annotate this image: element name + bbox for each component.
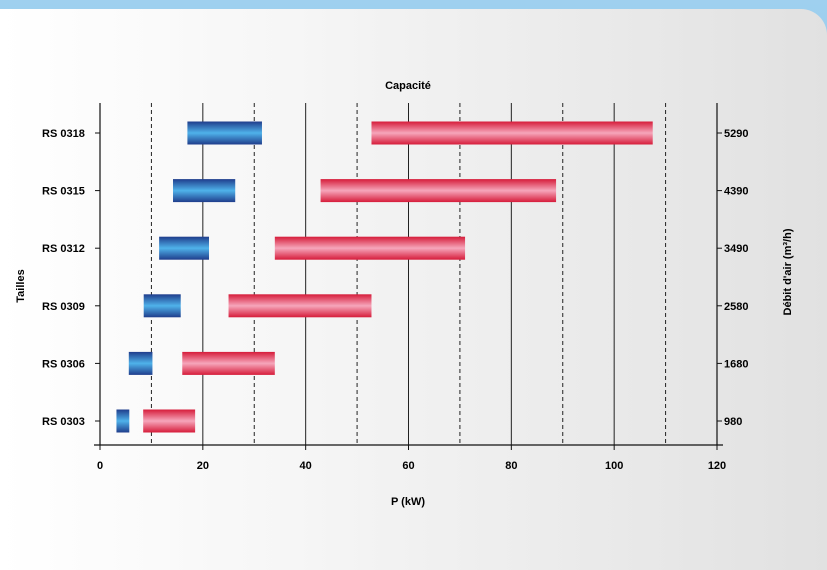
- bar-blue: [173, 179, 236, 203]
- bar-red: [143, 409, 196, 433]
- airflow-label: 1680: [724, 358, 748, 370]
- x-tick-label: 120: [708, 460, 726, 472]
- bar-blue: [159, 236, 210, 260]
- airflow-label: 5290: [724, 128, 748, 140]
- x-tick-label: 20: [197, 460, 209, 472]
- chart-title: Capacité: [385, 80, 431, 92]
- y2-axis-title: Débit d'air (m³/h): [782, 228, 794, 315]
- category-label: RS 0303: [42, 416, 85, 428]
- bar-blue: [187, 121, 262, 145]
- bar-red: [274, 236, 466, 260]
- airflow-label: 3490: [724, 243, 748, 255]
- bar-red: [320, 179, 557, 203]
- airflow-label: 4390: [724, 186, 748, 198]
- airflow-label: 980: [724, 416, 742, 428]
- category-label: RS 0315: [42, 186, 85, 198]
- category-label: RS 0306: [42, 358, 85, 370]
- chart-panel: [0, 9, 827, 570]
- bar-blue: [128, 351, 153, 375]
- x-tick-label: 60: [402, 460, 414, 472]
- gridlines: [150, 103, 667, 445]
- axes: [94, 103, 723, 450]
- category-label: RS 0309: [42, 301, 85, 313]
- x-tick-label: 40: [300, 460, 312, 472]
- bar-blue: [143, 294, 181, 318]
- x-tick-label: 80: [505, 460, 517, 472]
- bars: [116, 121, 653, 433]
- category-label: RS 0318: [42, 128, 85, 140]
- bar-red: [228, 294, 372, 318]
- labels: Capacité P (kW) Tailles Débit d'air (m³/…: [15, 80, 794, 508]
- x-tick-label: 100: [605, 460, 623, 472]
- airflow-label: 2580: [724, 301, 748, 313]
- bar-red: [371, 121, 653, 145]
- category-label: RS 0312: [42, 243, 85, 255]
- bar-red: [182, 351, 275, 375]
- y-axis-title: Tailles: [15, 269, 27, 302]
- x-axis-title: P (kW): [391, 496, 425, 508]
- x-tick-label: 0: [97, 460, 103, 472]
- bar-blue: [116, 409, 130, 433]
